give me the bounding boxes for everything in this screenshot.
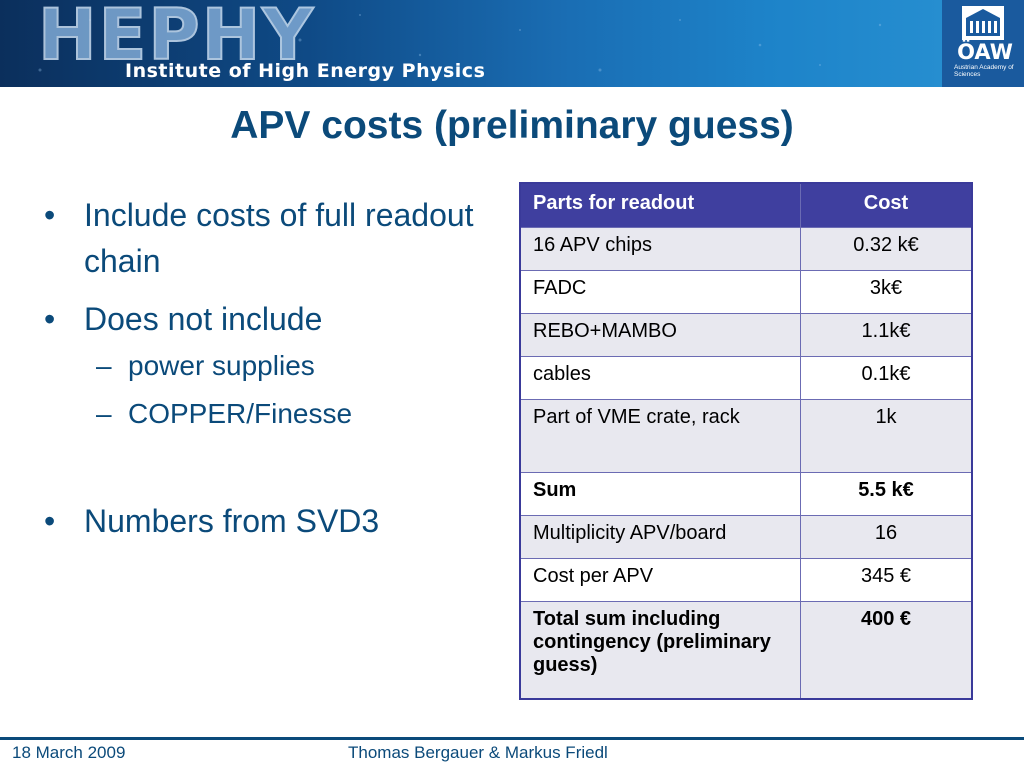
part-cell: REBO+MAMBO xyxy=(519,313,801,357)
part-cell: 16 APV chips xyxy=(519,227,801,271)
part-cell: cables xyxy=(519,356,801,400)
oaw-caption: Austrian Academy of Sciences xyxy=(954,64,1014,78)
table-row: Multiplicity APV/board 16 xyxy=(519,515,973,559)
cost-cell: 5.5 k€ xyxy=(800,472,973,516)
cost-cell: 400 € xyxy=(800,601,973,700)
cost-cell: 1k xyxy=(800,399,973,473)
institute-name: Institute of High Energy Physics xyxy=(125,60,486,82)
cost-cell: 345 € xyxy=(800,558,973,602)
column-header-cost: Cost xyxy=(800,182,973,228)
part-cell: Multiplicity APV/board xyxy=(519,515,801,559)
sub-bullet-item: power supplies xyxy=(40,342,490,390)
bullet-item: Numbers from SVD3 xyxy=(40,498,490,544)
hephy-logo: HEPHY xyxy=(37,0,315,77)
cost-cell: 0.32 k€ xyxy=(800,227,973,271)
footer-date: 18 March 2009 xyxy=(12,743,126,762)
bullet-list: Include costs of full readout chain Does… xyxy=(40,192,490,544)
cost-cell: 16 xyxy=(800,515,973,559)
table-row: Total sum including contingency (prelimi… xyxy=(519,601,973,700)
table-row: cables 0.1k€ xyxy=(519,356,973,400)
oaw-logo: ÖAW Austrian Academy of Sciences xyxy=(942,0,1024,87)
table-row: 16 APV chips 0.32 k€ xyxy=(519,227,973,271)
banner-texture xyxy=(38,14,882,76)
table-row: Part of VME crate, rack 1k xyxy=(519,399,973,473)
bullet-item: Does not include xyxy=(40,296,490,342)
slide-title: APV costs (preliminary guess) xyxy=(230,104,794,147)
cost-table: Parts for readout Cost 16 APV chips 0.32… xyxy=(519,182,973,700)
part-cell: FADC xyxy=(519,270,801,314)
building-icon xyxy=(962,6,1004,40)
part-cell: Total sum including contingency (prelimi… xyxy=(519,601,801,700)
cost-cell: 0.1k€ xyxy=(800,356,973,400)
part-cell: Cost per APV xyxy=(519,558,801,602)
table-header-row: Parts for readout Cost xyxy=(519,182,973,228)
footer-divider xyxy=(0,737,1024,740)
cost-cell: 1.1k€ xyxy=(800,313,973,357)
part-cell: Part of VME crate, rack xyxy=(519,399,801,473)
cost-cell: 3k€ xyxy=(800,270,973,314)
oaw-wordmark: ÖAW xyxy=(957,40,1013,64)
sub-bullet-item: COPPER/Finesse xyxy=(40,390,490,438)
table-row: Sum 5.5 k€ xyxy=(519,472,973,516)
table-row: Cost per APV 345 € xyxy=(519,558,973,602)
bullet-item: Include costs of full readout chain xyxy=(40,192,490,284)
table-row: FADC 3k€ xyxy=(519,270,973,314)
part-cell: Sum xyxy=(519,472,801,516)
footer-authors: Thomas Bergauer & Markus Friedl xyxy=(348,743,608,762)
column-header-part: Parts for readout xyxy=(519,182,801,228)
header-banner: HEPHY Institute of High Energy Physics Ö… xyxy=(0,0,1024,87)
table-row: REBO+MAMBO 1.1k€ xyxy=(519,313,973,357)
